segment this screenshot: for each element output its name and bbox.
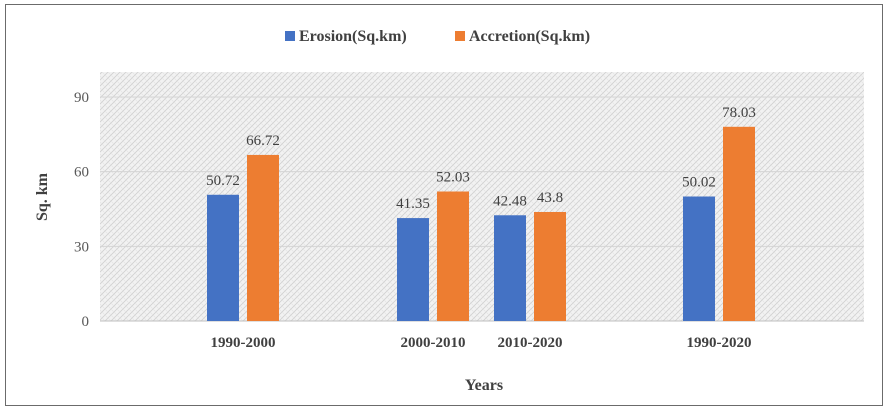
x-tick-labels: 1990-2000 2000-2010 2010-2020 1990-2020: [211, 335, 752, 351]
y-tick-label: 90: [74, 90, 89, 106]
x-axis-title: Years: [465, 377, 503, 394]
bar-erosion-1990-2020: [683, 196, 715, 321]
bar-accretion-1990-2000: [247, 154, 279, 321]
data-label: 66.72: [246, 133, 280, 149]
y-tick-labels: 0 30 60 90: [74, 90, 89, 330]
y-tick-label: 0: [82, 314, 90, 330]
y-tick-label: 30: [74, 239, 89, 255]
bar-erosion-2010-2020: [494, 215, 526, 321]
data-label: 50.02: [682, 175, 716, 191]
data-label: 78.03: [722, 105, 756, 121]
bar-accretion-2000-2010: [437, 191, 469, 321]
legend-label-accretion: Accretion(Sq.km): [469, 28, 590, 45]
legend-swatch-erosion: [285, 31, 295, 41]
data-label: 50.72: [206, 173, 240, 189]
data-label: 42.48: [493, 193, 527, 209]
x-tick-label: 2000-2010: [401, 335, 466, 351]
data-label: 41.35: [396, 196, 430, 212]
y-tick-label: 60: [74, 165, 89, 181]
x-tick-label: 1990-2020: [687, 335, 752, 351]
bars: [207, 126, 755, 322]
bar-erosion-2000-2010: [397, 218, 429, 321]
data-labels: 50.72 66.72 41.35 52.03 42.48 43.8 50.02 78.03: [206, 105, 756, 212]
bar-accretion-2010-2020: [534, 211, 566, 321]
x-tick-label: 1990-2000: [211, 335, 276, 351]
bar-accretion-1990-2020: [723, 126, 755, 322]
data-label: 52.03: [436, 170, 470, 186]
legend-label-erosion: Erosion(Sq.km): [299, 28, 407, 45]
bar-erosion-1990-2000: [207, 194, 239, 321]
legend: Erosion(Sq.km) Accretion(Sq.km): [285, 28, 590, 45]
data-label: 43.8: [537, 190, 563, 206]
y-axis-title: Sq. km: [34, 172, 51, 221]
legend-swatch-accretion: [455, 31, 465, 41]
x-tick-label: 2010-2020: [498, 335, 563, 351]
